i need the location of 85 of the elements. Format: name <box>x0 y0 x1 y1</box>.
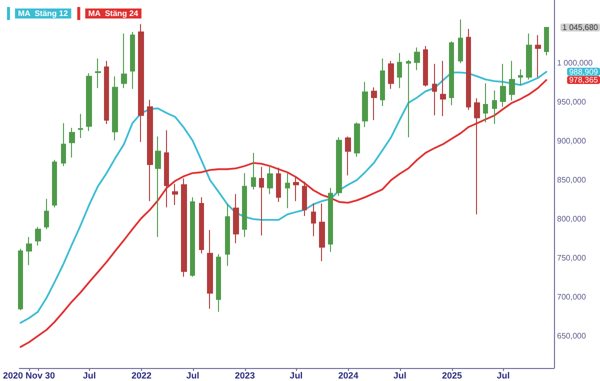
candlestick <box>147 99 153 202</box>
candlestick <box>216 254 221 312</box>
y-tick-label: 800,000 <box>557 214 586 224</box>
candlestick <box>276 167 281 202</box>
candlestick <box>414 47 420 71</box>
y-tick-label: 750,000 <box>557 254 586 263</box>
candlestick <box>242 172 247 238</box>
candlestick <box>233 194 239 244</box>
candlestick <box>86 72 92 132</box>
candlestick <box>251 152 256 190</box>
candlestick <box>336 136 342 196</box>
candlestick <box>52 159 57 208</box>
candlestick <box>345 136 351 176</box>
x-tick-label: Jul <box>496 370 510 380</box>
y-tick-label: 950,000 <box>557 98 586 107</box>
candlestick <box>190 196 195 278</box>
candlestick <box>483 82 488 123</box>
candlestick <box>18 248 23 311</box>
candlestick <box>449 40 454 106</box>
candlestick <box>112 76 118 141</box>
y-tick-label: 1 000,000 <box>557 58 594 68</box>
candlestick <box>138 24 144 142</box>
legend-label: MA Stäng 24 <box>88 9 139 18</box>
candlestick <box>440 60 446 117</box>
annotation: 988,909 <box>569 67 599 76</box>
candlestick <box>61 122 66 167</box>
candlestick <box>492 90 497 124</box>
candlestick <box>259 166 264 236</box>
candlestick <box>302 181 307 216</box>
x-tick-label: 2022 <box>131 370 152 380</box>
candlestick <box>544 26 549 56</box>
candlestick <box>225 204 230 266</box>
candlestick <box>466 28 471 110</box>
candlestick <box>207 230 213 310</box>
x-tick-label: Jul <box>290 370 303 380</box>
candlestick <box>104 60 109 124</box>
candlestick <box>172 184 178 206</box>
candlestick <box>44 198 49 230</box>
y-tick-label: 900,000 <box>557 136 586 146</box>
candlestick <box>474 98 480 215</box>
candlestick <box>371 86 377 121</box>
candlestick <box>397 52 402 89</box>
x-tick-label: 2025 <box>442 370 462 380</box>
candlestick <box>423 46 428 88</box>
annotation: 1 045,680 <box>562 23 599 32</box>
x-tick-label: Jul <box>82 370 96 380</box>
candlestick <box>199 196 204 254</box>
candlestick <box>380 58 385 107</box>
candlestick <box>35 226 41 246</box>
candlestick <box>319 202 325 262</box>
candlestick <box>155 136 161 238</box>
candlestick <box>78 113 83 138</box>
y-tick-label: 650,000 <box>557 332 586 341</box>
x-tick-label: 2024 <box>338 370 358 380</box>
candlestick <box>535 34 541 78</box>
candlestick <box>130 31 135 90</box>
candlestick <box>518 68 523 86</box>
x-tick-label: Jul <box>393 370 406 380</box>
candlestick <box>26 236 32 266</box>
legend-label: MA Stäng 12 <box>18 9 68 18</box>
candlestick <box>69 127 75 158</box>
annotation: 978,365 <box>569 76 599 85</box>
candlestick <box>432 63 437 116</box>
candlestick <box>293 176 299 202</box>
y-tick-label: 700,000 <box>557 292 586 302</box>
x-tick-label: 2020 Nov 30 <box>2 370 56 380</box>
candlestick <box>328 187 333 252</box>
candlestick <box>362 81 368 128</box>
x-tick-label: Jul <box>186 370 200 380</box>
candlestick <box>509 60 515 102</box>
candlestick <box>354 122 360 158</box>
candlestick <box>311 202 316 237</box>
candlestick <box>164 130 169 208</box>
candlestick <box>95 58 101 89</box>
candlestick <box>526 33 532 80</box>
x-tick-label: 2023 <box>234 370 255 380</box>
candlestick <box>458 18 463 64</box>
candlestick <box>406 60 411 138</box>
candlestick <box>388 60 394 90</box>
candlestick <box>181 178 187 278</box>
candlestick <box>267 166 273 195</box>
candlestick <box>500 63 506 108</box>
y-tick-label: 850,000 <box>557 176 586 185</box>
candlestick <box>285 172 290 209</box>
candlestick <box>121 33 127 89</box>
